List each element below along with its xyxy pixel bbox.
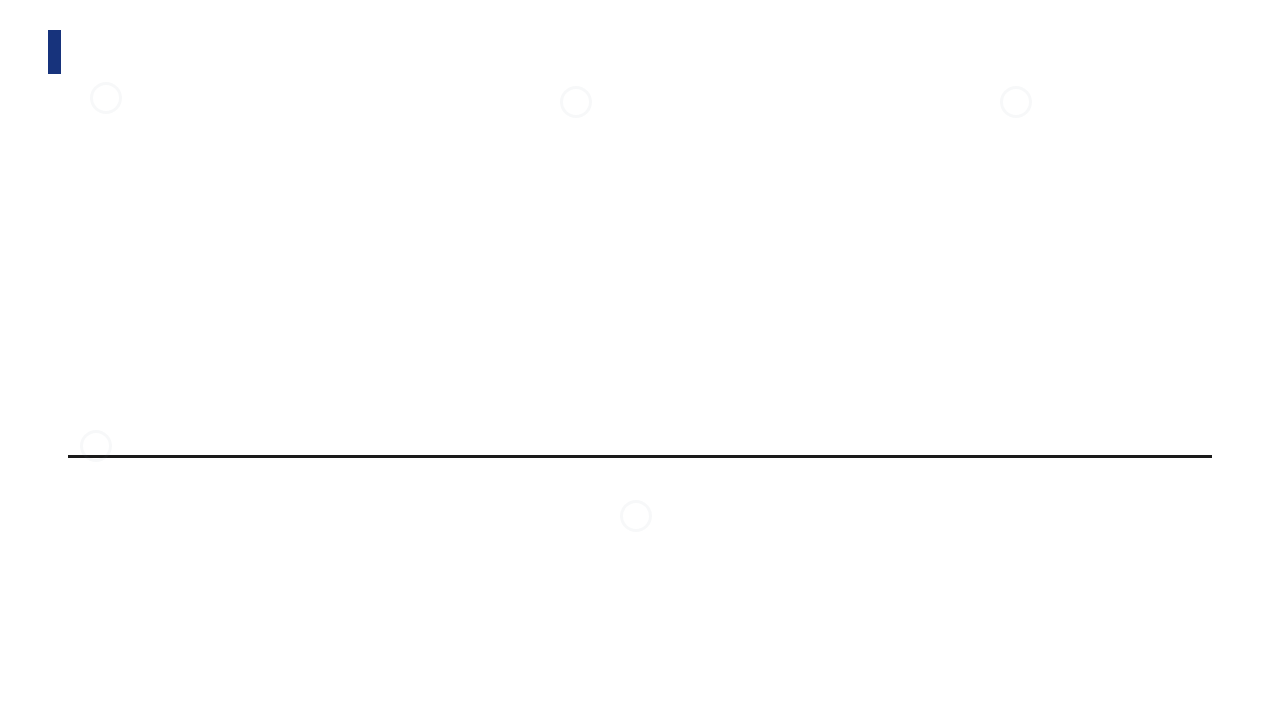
watermark	[90, 82, 128, 114]
watermark	[1000, 86, 1038, 118]
watermark-logo-icon	[620, 500, 652, 532]
watermark-logo-icon	[1000, 86, 1032, 118]
watermark	[620, 500, 658, 532]
table-band-bottom	[68, 455, 1212, 458]
watermark-logo-icon	[90, 82, 122, 114]
report-slide	[0, 0, 1280, 705]
title-accent-bar	[48, 30, 61, 74]
watermark-logo-icon	[560, 86, 592, 118]
watermark	[560, 86, 598, 118]
